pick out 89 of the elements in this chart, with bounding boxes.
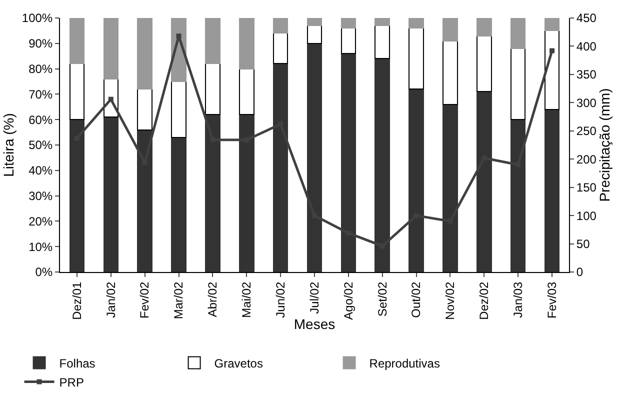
y-tick-label: 0% <box>35 265 53 280</box>
y-tick-label: 60% <box>28 112 53 127</box>
x-tick-label: Fev/03 <box>544 281 559 318</box>
bar <box>205 18 220 64</box>
bar <box>69 18 85 64</box>
x-tick-label: Jun/02 <box>273 281 288 318</box>
bar <box>340 18 356 29</box>
bar <box>306 25 322 44</box>
bar <box>205 114 220 272</box>
bar <box>442 18 458 42</box>
bar <box>476 35 492 92</box>
y-tick-label: 50% <box>28 138 53 152</box>
bar <box>374 25 390 60</box>
y2-tick-label: 300 <box>576 96 597 110</box>
bar <box>544 18 560 32</box>
x-tick-label: Jul/02 <box>307 281 322 314</box>
bar <box>476 18 492 36</box>
x-axis-title: Meses <box>294 316 336 332</box>
y2-tick-label: 450 <box>576 11 597 26</box>
x-tick-label: Fev/02 <box>138 281 152 318</box>
bar <box>476 91 492 272</box>
bar <box>340 28 356 54</box>
bar <box>306 42 322 272</box>
point <box>108 96 114 102</box>
x-tick-label: Ago/02 <box>341 281 356 320</box>
bar <box>239 18 254 70</box>
bar <box>239 68 254 116</box>
bar <box>272 18 288 34</box>
bar <box>272 32 288 64</box>
bar <box>69 63 85 120</box>
bar <box>137 88 152 130</box>
legend-label: Reprodutivas <box>369 356 440 370</box>
y-tick-label: 20% <box>28 214 53 228</box>
y2-tick-label: 350 <box>576 68 597 82</box>
y2-tick-label: 250 <box>576 124 597 138</box>
y2-tick-label: 50 <box>576 236 590 251</box>
x-tick-label: Jan/03 <box>511 281 525 318</box>
x-tick-label: Set/02 <box>375 281 390 317</box>
x-tick-label: Dez/01 <box>70 281 84 320</box>
x-tick-label: Nov/02 <box>443 281 458 320</box>
y-tick-label: 90% <box>28 36 53 51</box>
bar <box>171 81 186 138</box>
bar <box>137 129 152 272</box>
x-tick-label: Dez/02 <box>477 281 492 320</box>
bar <box>171 136 186 272</box>
bar <box>442 104 458 272</box>
point <box>176 34 182 39</box>
bar <box>103 116 119 272</box>
x-tick-label: Jan/02 <box>104 281 118 318</box>
bar <box>340 53 356 272</box>
bar <box>205 63 220 116</box>
bar <box>544 30 560 110</box>
y2-tick-label: 200 <box>576 152 597 166</box>
bar <box>239 114 254 272</box>
bar <box>408 88 424 272</box>
x-tick-label: Abr/02 <box>206 281 220 318</box>
x-tick-label: Mar/02 <box>172 281 186 320</box>
y-axis-title: Liteira (%) <box>0 113 16 177</box>
bar <box>103 18 119 80</box>
bar <box>137 18 152 90</box>
legend-label: Gravetos <box>214 356 263 370</box>
bar <box>374 58 390 272</box>
y-tick-label: 70% <box>28 87 53 102</box>
point <box>550 48 555 54</box>
bar <box>510 48 526 120</box>
y2-tick-label: 400 <box>576 39 597 54</box>
y-tick-label: 80% <box>28 62 53 76</box>
bar <box>510 119 526 272</box>
bar <box>69 119 85 272</box>
bar <box>306 18 322 26</box>
bar <box>408 28 424 90</box>
legend-label: PRP <box>59 375 84 390</box>
x-tick-label: Mai/02 <box>240 281 254 318</box>
bar <box>408 18 424 29</box>
y2-tick-label: 0 <box>576 265 584 280</box>
y2-tick-label: 150 <box>576 180 597 195</box>
bar <box>510 18 526 49</box>
bar <box>374 18 390 26</box>
bar <box>442 40 458 105</box>
y-tick-label: 40% <box>28 164 53 178</box>
y-tick-label: 10% <box>28 240 53 254</box>
x-tick-label: Out/02 <box>409 281 424 318</box>
bar <box>272 63 288 272</box>
y-tick-label: 100% <box>22 11 53 26</box>
legend-label: Folhas <box>59 356 96 370</box>
y-tick-label: 30% <box>28 189 53 203</box>
y2-tick-label: 100 <box>576 208 597 223</box>
y2-axis-title: Precipitação (mm) <box>596 88 613 202</box>
bar <box>544 108 560 272</box>
